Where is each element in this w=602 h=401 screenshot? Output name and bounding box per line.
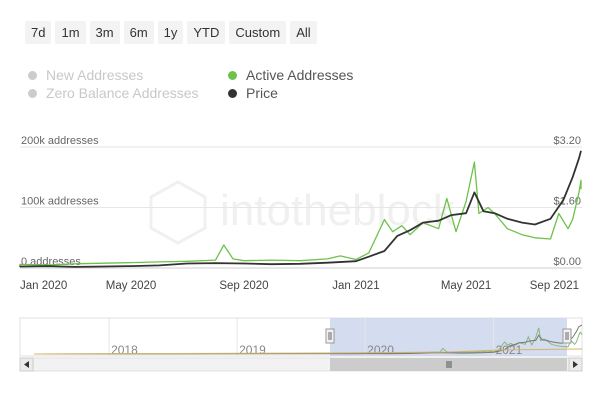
legend-label: Price <box>246 85 278 101</box>
navigator-series-line <box>33 348 583 355</box>
legend-label: Active Addresses <box>246 67 354 83</box>
y-right-tick-label: $3.20 <box>553 135 581 147</box>
range-button-7d[interactable]: 7d <box>25 21 52 44</box>
navigator-handle-right[interactable] <box>562 328 572 344</box>
legend-zero-balance-addresses[interactable]: Zero Balance Addresses <box>28 85 199 101</box>
range-button-ytd[interactable]: YTD <box>187 21 226 44</box>
navigator-year-label: 2018 <box>111 343 138 357</box>
legend-dot-icon <box>228 88 237 98</box>
legend-new-addresses[interactable]: New Addresses <box>28 67 143 83</box>
range-button-3m[interactable]: 3m <box>89 21 120 44</box>
arrow-left-icon <box>24 361 29 368</box>
legend-dot-icon <box>228 70 237 80</box>
navigator-handle-left[interactable] <box>325 328 335 344</box>
y-right-tick-label: $0.00 <box>553 256 581 268</box>
series-line-price <box>19 150 582 268</box>
x-tick-label: Jan 2020 <box>20 280 67 292</box>
x-tick-label: Sep 2020 <box>219 280 268 292</box>
range-button-6m[interactable]: 6m <box>123 21 154 44</box>
arrow-right-icon <box>573 361 578 368</box>
x-tick-label: May 2021 <box>441 280 492 292</box>
legend-label: Zero Balance Addresses <box>46 85 199 101</box>
y-left-tick-label: 100k addresses <box>21 196 99 208</box>
legend-active-addresses[interactable]: Active Addresses <box>228 67 353 83</box>
watermark-logo-icon <box>149 180 207 245</box>
x-tick-label: Sep 2021 <box>530 280 579 292</box>
range-selector: 7d 1m 3m 6m 1y YTD Custom All <box>25 21 317 44</box>
legend-label: New Addresses <box>46 67 144 83</box>
range-button-1y[interactable]: 1y <box>157 21 184 44</box>
series-line-active-addresses <box>19 161 582 267</box>
navigator[interactable]: 2018 2019 2020 2021 <box>0 310 602 375</box>
y-left-tick-label: 200k addresses <box>21 135 99 147</box>
legend-dot-icon <box>28 88 37 98</box>
x-tick-label: May 2020 <box>106 280 157 292</box>
navigator-year-label: 2019 <box>239 343 266 357</box>
watermark-text: intotheblock <box>220 186 456 235</box>
range-button-custom[interactable]: Custom <box>229 21 287 44</box>
range-button-1m[interactable]: 1m <box>55 21 86 44</box>
legend-dot-icon <box>28 70 37 80</box>
legend-price[interactable]: Price <box>228 85 278 101</box>
x-tick-label: Jan 2021 <box>332 280 379 292</box>
range-button-all[interactable]: All <box>290 21 317 44</box>
navigator-year-label: 2020 <box>367 343 394 357</box>
